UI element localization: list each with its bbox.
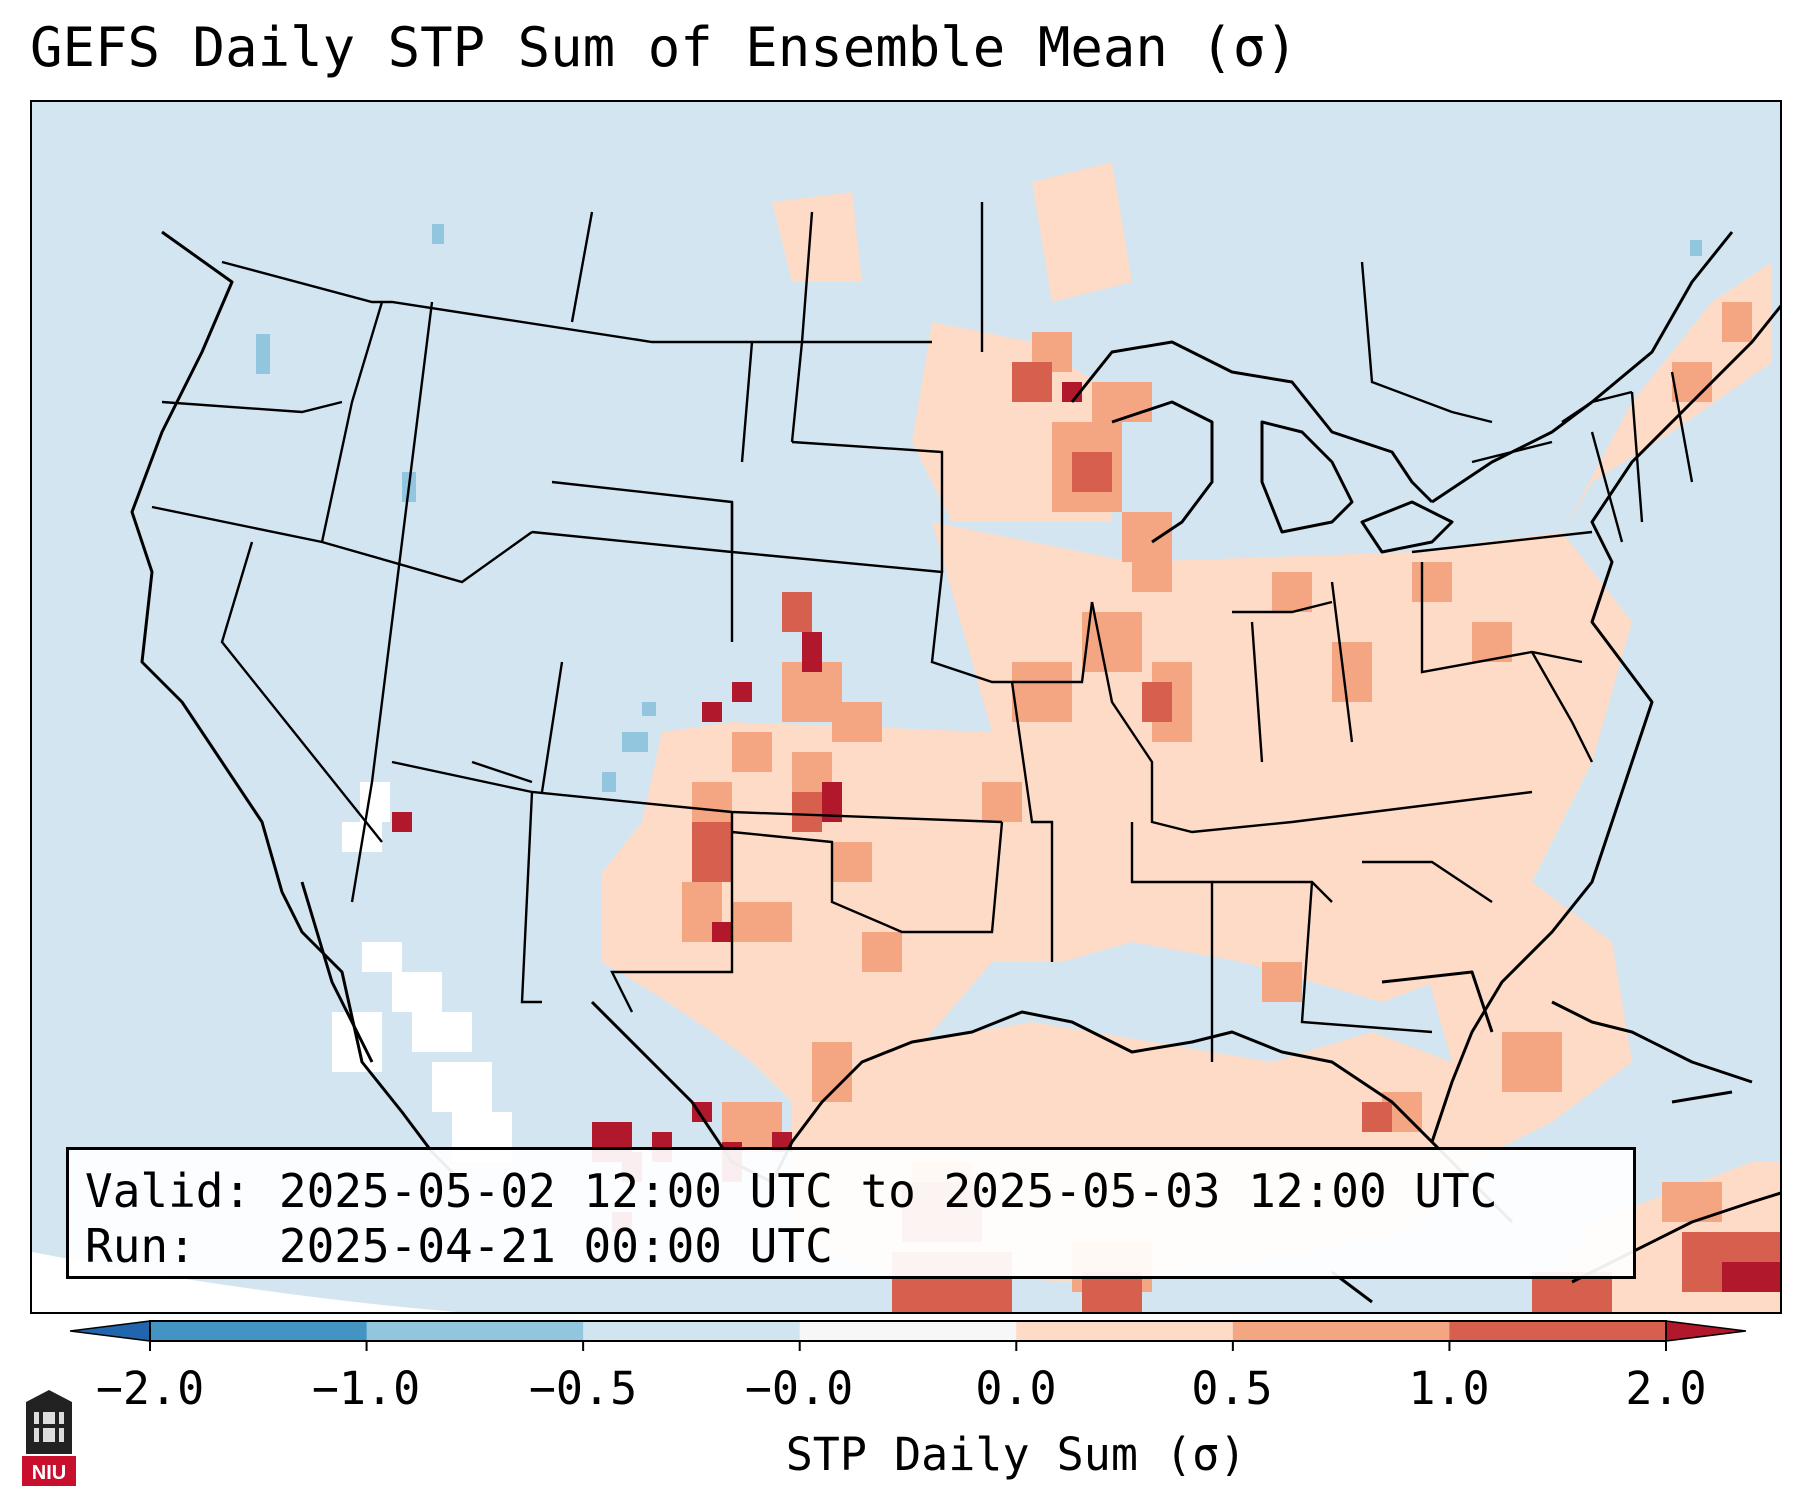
- colorbar-tick-label: −0.0: [744, 1362, 854, 1415]
- run-label: Run:: [85, 1219, 196, 1273]
- colorbar-bins: [150, 1321, 1667, 1341]
- colorbar-under-extension: [70, 1320, 151, 1342]
- valid-value: 2025-05-02 12:00 UTC to 2025-05-03 12:00…: [278, 1164, 1498, 1218]
- valid-row: Valid: 2025-05-02 12:00 UTC to 2025-05-0…: [85, 1164, 1633, 1219]
- colorbar-bin: [799, 1321, 1017, 1341]
- map-title: GEFS Daily STP Sum of Ensemble Mean (σ): [30, 16, 1298, 79]
- colorbar-bin: [1232, 1321, 1450, 1341]
- colorbar-tick-label: 0.5: [1191, 1362, 1273, 1415]
- colorbar-over-extension: [1665, 1320, 1746, 1342]
- niu-logo-bar: [34, 1424, 64, 1428]
- niu-logo: NIU: [22, 1390, 76, 1486]
- colorbar: [70, 1320, 1746, 1351]
- colorbar-tick-label: −2.0: [95, 1362, 205, 1415]
- colorbar-outline: [149, 1320, 1667, 1342]
- valid-run-info-box: Valid: 2025-05-02 12:00 UTC to 2025-05-0…: [66, 1147, 1636, 1279]
- niu-logo-banner: [22, 1456, 76, 1486]
- map-panel: [30, 100, 1782, 1314]
- colorbar-tick-label: −0.5: [528, 1362, 638, 1415]
- colorbar-tick-label: 2.0: [1625, 1362, 1707, 1415]
- niu-logo-text: NIU: [32, 1462, 66, 1484]
- valid-label: Valid:: [85, 1164, 252, 1218]
- colorbar-bin: [1449, 1321, 1667, 1341]
- run-value: 2025-04-21 00:00 UTC: [278, 1219, 833, 1273]
- stp-map: [32, 162, 1780, 1312]
- run-row: Run: 2025-04-21 00:00 UTC: [85, 1219, 1633, 1274]
- colorbar-bin: [150, 1321, 368, 1341]
- coastlines: [130, 230, 1780, 1304]
- colorbar-tick-label: 0.0: [975, 1362, 1057, 1415]
- colorbar-tick-label: −1.0: [311, 1362, 421, 1415]
- colorbar-bin: [1016, 1321, 1234, 1341]
- colorbar-bin: [366, 1321, 584, 1341]
- colorbar-label: STP Daily Sum (σ): [785, 1428, 1247, 1481]
- colorbar-ticks: [149, 1341, 1667, 1351]
- colorbar-bin: [583, 1321, 801, 1341]
- state-borders: [151, 202, 1694, 1062]
- colorbar-tick-label: 1.0: [1408, 1362, 1490, 1415]
